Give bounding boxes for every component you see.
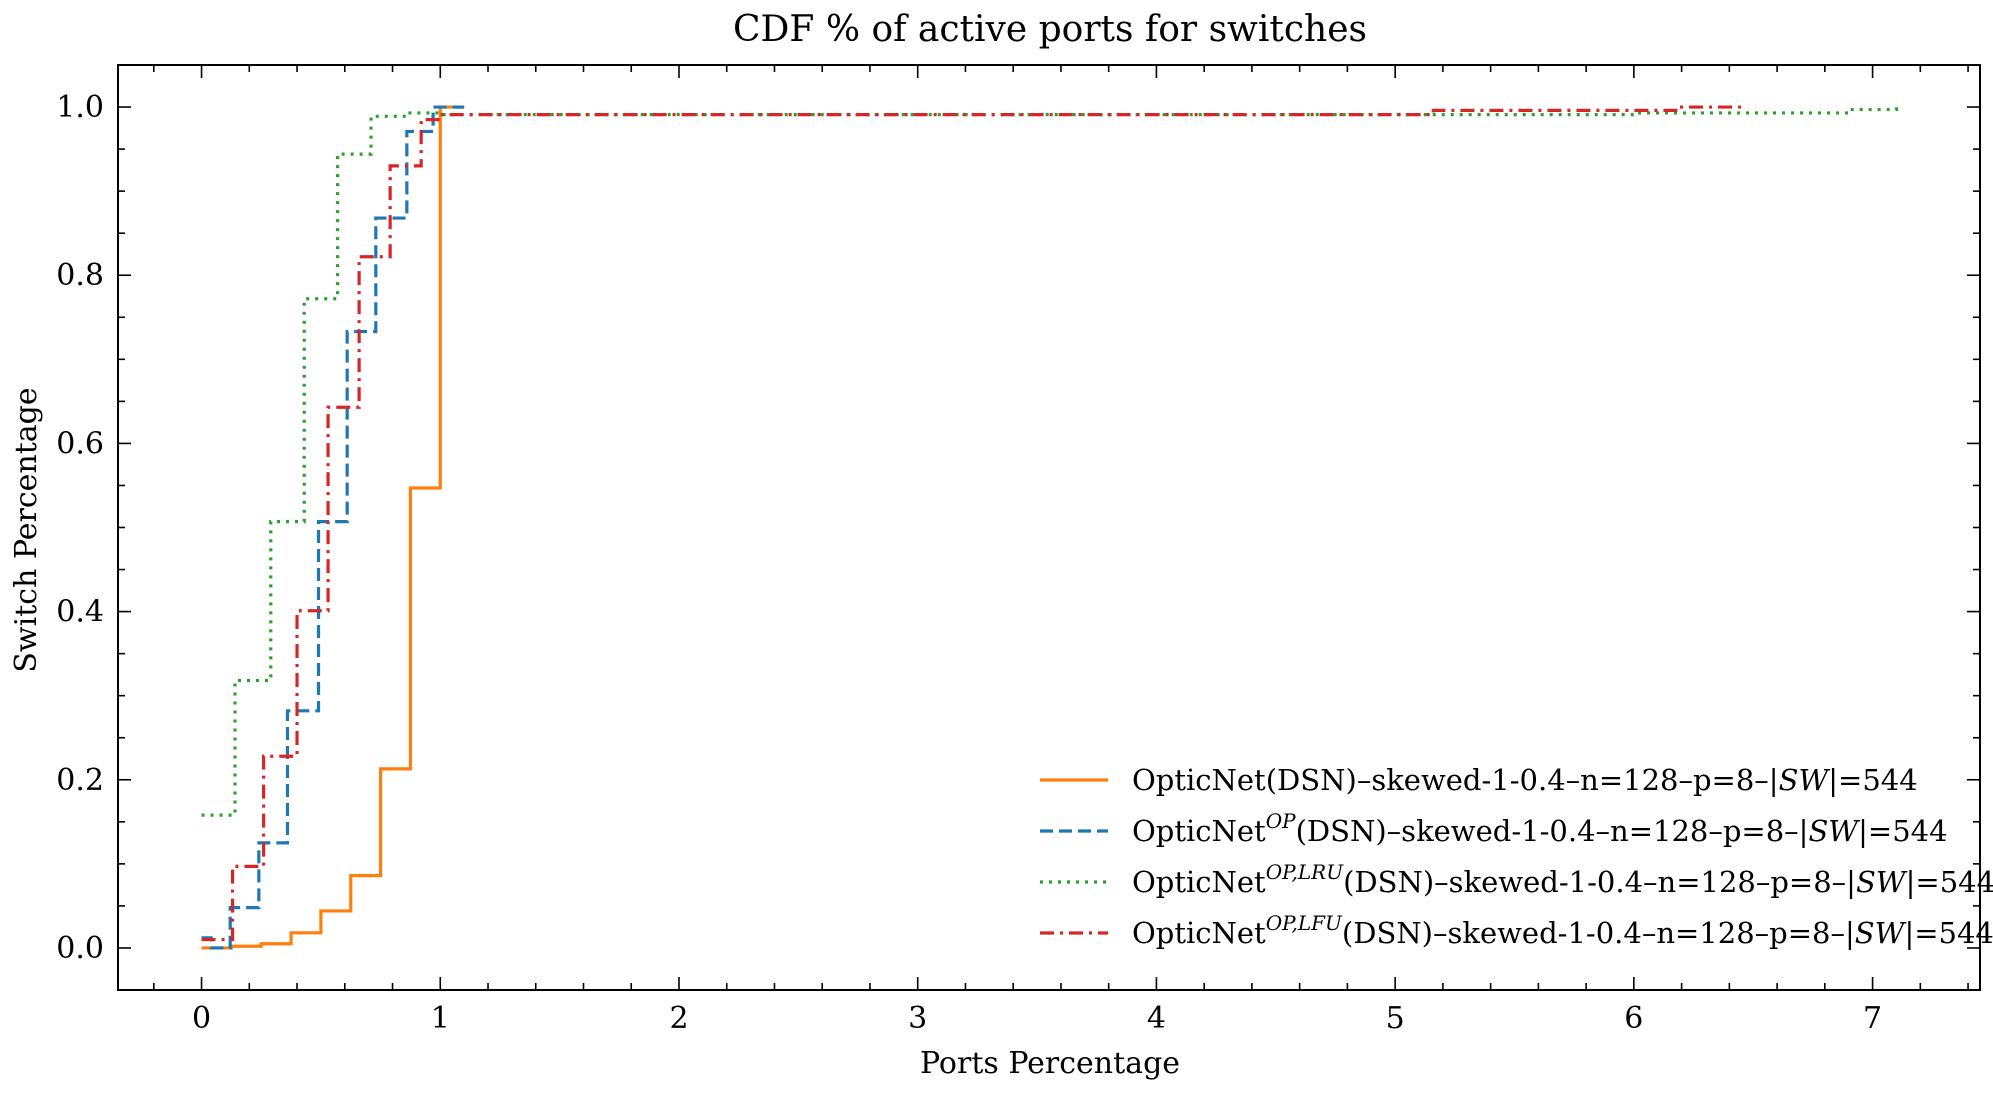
plot-frame <box>117 64 1981 991</box>
legend: OpticNet(DSN)–skewed-1-0.4–n=128–p=8–|SW… <box>1040 763 1993 950</box>
x-tick-label: 6 <box>1624 1001 1643 1036</box>
y-tick-label: 0.2 <box>56 763 104 798</box>
x-tick-label: 1 <box>431 1001 450 1036</box>
y-tick-label: 0.4 <box>56 595 104 630</box>
series-line-2 <box>201 105 465 950</box>
series-line-1 <box>201 105 465 950</box>
series-line-3 <box>201 107 1899 817</box>
x-tick-label: 5 <box>1386 1001 1405 1036</box>
axes: 0 1 2 3 4 5 6 7 0.0 0.2 0.4 0.6 0.8 1.0 <box>56 64 1981 1036</box>
legend-entry-1: OpticNet(DSN)–skewed-1-0.4–n=128–p=8–|SW… <box>1132 763 1918 797</box>
chart-title: CDF % of active ports for switches <box>733 9 1367 50</box>
legend-entry-2: OpticNetOP(DSN)–skewed-1-0.4–n=128–p=8–|… <box>1132 809 1948 848</box>
y-tick-label: 0.0 <box>56 931 104 966</box>
y-tick-label: 0.8 <box>56 258 104 293</box>
x-tick-label: 3 <box>908 1001 927 1036</box>
y-tick-label: 1.0 <box>56 90 104 125</box>
legend-entry-3: OpticNetOP,LRU(DSN)–skewed-1-0.4–n=128–p… <box>1132 860 1993 899</box>
x-tick-label: 0 <box>192 1001 211 1036</box>
y-tick-label: 0.6 <box>56 426 104 461</box>
x-tick-label: 4 <box>1147 1001 1166 1036</box>
plot-area <box>201 105 1899 950</box>
x-tick-label: 2 <box>669 1001 688 1036</box>
legend-entry-4: OpticNetOP,LFU(DSN)–skewed-1-0.4–n=128–p… <box>1132 911 1993 950</box>
x-tick-label: 7 <box>1863 1001 1882 1036</box>
y-axis-label: Switch Percentage <box>9 387 44 672</box>
x-axis-label: Ports Percentage <box>920 1046 1180 1081</box>
